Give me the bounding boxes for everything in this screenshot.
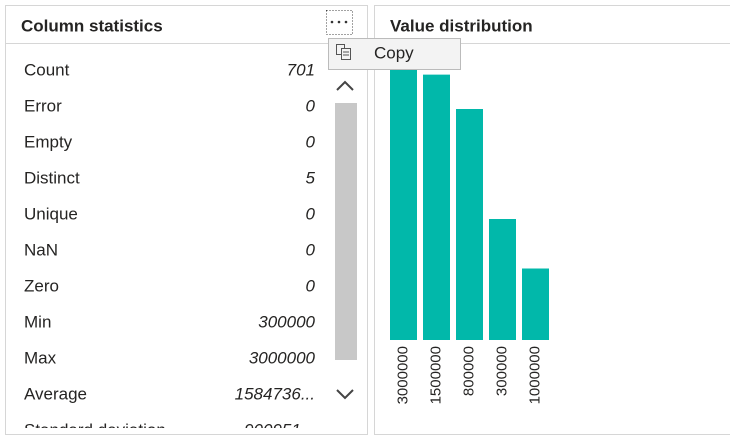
- stat-value: 1584736...: [235, 384, 315, 403]
- panel-title: Column statistics: [21, 16, 163, 35]
- stat-value: 0: [306, 240, 316, 259]
- stat-label: NaN: [24, 240, 58, 259]
- stat-value: 3000000: [249, 348, 316, 367]
- stat-label: Unique: [24, 204, 78, 223]
- bar: [423, 75, 450, 340]
- x-tick-label: 1500000: [427, 346, 444, 404]
- x-tick-label: 3000000: [394, 346, 411, 404]
- x-tick-label: 300000: [493, 346, 510, 396]
- stat-value: 300000: [258, 312, 315, 331]
- x-tick-label: 1000000: [526, 346, 543, 404]
- x-tick-label: 800000: [460, 346, 477, 396]
- stat-label: Max: [24, 348, 57, 367]
- stat-label: Error: [24, 96, 62, 115]
- stat-label: Min: [24, 312, 51, 331]
- menu-label[interactable]: Copy: [374, 43, 414, 62]
- scroll-thumb[interactable]: [335, 103, 357, 360]
- stat-label: Zero: [24, 276, 59, 295]
- chart-title: Value distribution: [390, 16, 533, 35]
- stat-value: 0: [306, 132, 316, 151]
- stat-value: 0: [306, 96, 316, 115]
- stat-label: Average: [24, 384, 87, 403]
- bar: [489, 219, 516, 340]
- stat-value: 0: [306, 276, 316, 295]
- bar: [522, 269, 549, 341]
- bar: [456, 109, 483, 340]
- stat-label: Distinct: [24, 168, 80, 187]
- stat-label: Count: [24, 60, 70, 79]
- stat-label: Empty: [24, 132, 73, 151]
- stat-value: 701: [287, 60, 315, 79]
- stat-value: 5: [306, 168, 316, 187]
- stat-value: 0: [306, 204, 316, 223]
- bar: [390, 65, 417, 340]
- context-menu: Copy: [329, 39, 461, 70]
